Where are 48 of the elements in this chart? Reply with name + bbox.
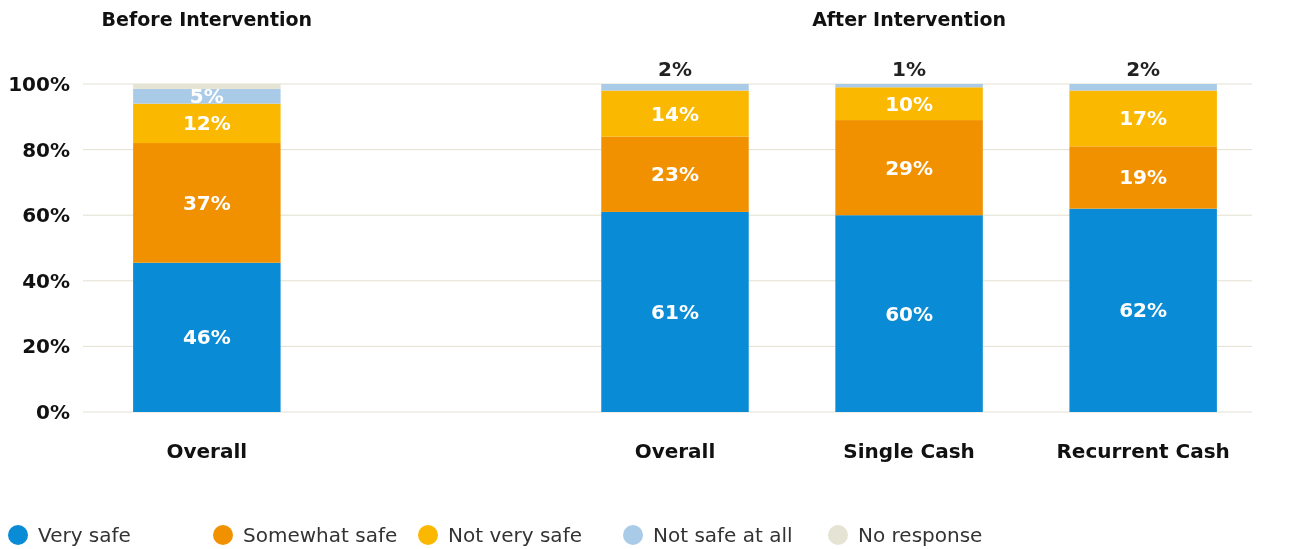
bar [133,103,281,144]
bar [835,87,983,121]
data-label: 2% [658,57,692,81]
bar [1069,84,1217,91]
bar [133,262,281,412]
data-label: 37% [182,190,231,215]
bar [133,143,281,263]
y-tick-label: 60% [22,203,70,228]
x-tick-label: Overall [634,439,716,463]
text: Before Intervention [101,8,313,30]
data-label: 1% [892,57,927,81]
bar [601,90,749,137]
data-label: 46% [182,325,231,350]
y-tick-label: 40% [22,268,70,293]
y-tick-label: 20% [22,334,70,359]
bar [1069,90,1217,147]
legend-label: Not very safe [448,523,582,547]
data-label: 5% [189,84,224,109]
x-tick-label: Single Cash [843,439,975,463]
legend-label: Somewhat safe [243,523,398,547]
data-label: 29% [885,155,934,180]
data-label: 23% [651,162,699,187]
bar [1069,146,1217,209]
bar [835,215,983,412]
y-tick-label: 80% [22,137,70,162]
legend-label: No response [858,523,983,547]
data-label: 14% [651,101,699,126]
legend-label: Very safe [38,523,131,547]
x-tick-label: Recurrent Cash [1056,439,1230,463]
bar [835,84,983,88]
data-label: 10% [885,91,934,116]
bar [601,211,749,412]
data-label: 60% [885,301,934,326]
bar [601,136,749,212]
y-tick-label: 0% [36,400,70,424]
legend-label: Not safe at all [653,523,793,547]
x-tick-label: Overall [166,439,248,463]
y-tick-label: 100% [8,72,70,96]
data-label: 19% [1119,165,1168,190]
bar [1069,208,1217,412]
data-label: 12% [182,111,231,136]
bar [601,84,749,91]
data-label: 17% [1119,106,1168,131]
bar [835,120,983,216]
data-label: 62% [1119,298,1168,323]
data-label: 2% [1126,57,1161,81]
data-label: 61% [651,299,699,324]
text: After Intervention [812,8,1006,30]
